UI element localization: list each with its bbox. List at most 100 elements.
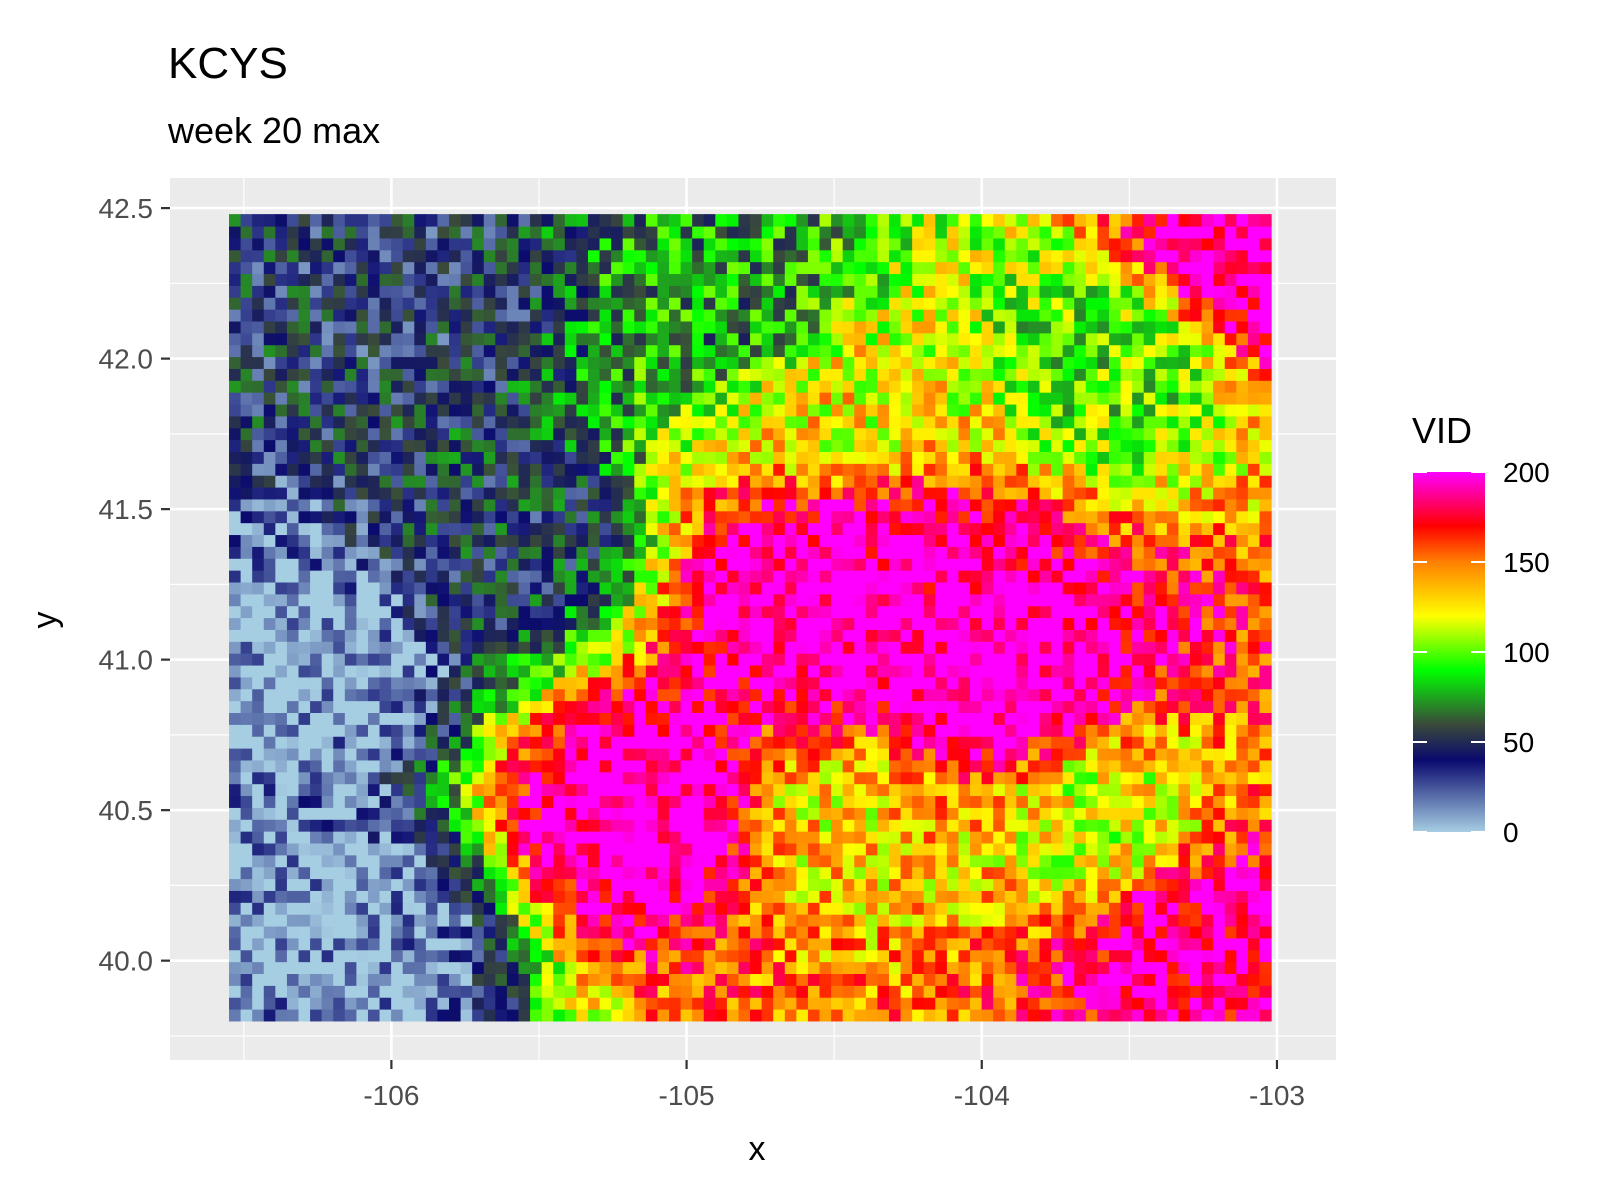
heatmap-cell [657,368,670,381]
heatmap-cell [379,629,392,642]
heatmap-cell [750,795,763,808]
heatmap-cell [367,498,381,512]
heatmap-cell [495,890,508,903]
heatmap-cell [669,522,682,536]
heatmap-cell [263,664,276,678]
heatmap-cell [252,546,265,559]
heatmap-cell [935,427,948,441]
heatmap-cell [819,759,832,773]
heatmap-cell [1224,997,1237,1010]
heatmap-cell [333,961,346,975]
heatmap-cell [356,356,369,369]
heatmap-cell [495,700,508,714]
heatmap-cell [715,925,728,939]
heatmap-cell [425,641,439,654]
heatmap-cell [379,1009,392,1022]
heatmap-cell [1085,570,1098,583]
heatmap-cell [402,463,415,476]
heatmap-cell [819,368,832,381]
heatmap-cell [483,570,496,583]
heatmap-cell [1120,380,1133,393]
heatmap-cell [993,854,1006,868]
heatmap-cell [506,546,520,559]
heatmap-cell [865,712,879,725]
heatmap-cell [229,914,242,927]
heatmap-cell [263,570,276,583]
heatmap-cell [1074,807,1087,820]
heatmap-cell [483,463,496,476]
heatmap-cell [449,617,462,630]
heatmap-cell [541,819,554,832]
heatmap-cell [1201,546,1214,559]
heatmap-cell [530,380,543,393]
heatmap-cell [437,961,450,975]
heatmap-cell [622,985,635,998]
heatmap-cell [715,581,728,595]
heatmap-cell [425,890,439,903]
heatmap-cell [692,759,705,773]
heatmap-cell [738,581,751,595]
heatmap-cell [715,759,728,773]
heatmap-cell [1016,581,1029,595]
heatmap-cell [240,925,253,939]
heatmap-cell [993,546,1006,559]
heatmap-cell [263,510,276,524]
heatmap-cell [738,925,751,939]
heatmap-cell [321,747,334,761]
heatmap-cell [344,819,357,832]
heatmap-cell [981,700,994,714]
heatmap-cell [784,700,797,714]
heatmap-cell [1016,486,1029,500]
heatmap-cell [391,546,404,559]
heatmap-cell [761,985,774,998]
heatmap-cell [773,439,786,453]
heatmap-cell [367,831,381,844]
heatmap-cell [1062,641,1075,654]
heatmap-cell [356,380,369,393]
heatmap-cell [784,427,797,441]
heatmap-cell [506,783,520,797]
heatmap-cell [1259,771,1272,785]
heatmap-cell [298,878,311,891]
heatmap-cell [321,403,334,417]
heatmap-cell [657,914,670,927]
heatmap-cell [344,712,357,725]
heatmap-cell [1178,712,1191,725]
heatmap-cell [506,641,520,654]
heatmap-cell [912,949,925,963]
heatmap-cell [1166,724,1180,737]
heatmap-cell [1155,842,1168,856]
heatmap-cell [379,819,392,832]
heatmap-cell [981,676,994,690]
heatmap-cell [472,427,485,441]
heatmap-cell [750,937,763,951]
heatmap-cell [831,415,844,429]
heatmap-cell [541,842,554,856]
heatmap-cell [425,842,439,856]
heatmap-cell [842,676,855,690]
heatmap-cell [240,736,253,749]
heatmap-cell [333,617,346,630]
heatmap-cell [310,664,323,678]
heatmap-cell [425,451,439,464]
heatmap-cell [807,795,821,808]
heatmap-cell [634,475,647,488]
heatmap-cell [865,925,879,939]
heatmap-cell [761,439,774,453]
heatmap-cell [1213,463,1226,476]
heatmap-cell [599,510,612,524]
heatmap-cell [564,902,577,915]
heatmap-cell [1224,783,1237,797]
heatmap-cell [634,380,647,393]
heatmap-cell [888,736,902,749]
heatmap-cell [761,878,774,891]
heatmap-cell [483,593,496,607]
heatmap-cell [1074,593,1087,607]
heatmap-cell [553,925,566,939]
heatmap-cell [252,629,265,642]
heatmap-cell [1085,712,1098,725]
heatmap-cell [784,831,797,844]
heatmap-cell [877,380,890,393]
heatmap-cell [692,831,705,844]
heatmap-cell [622,914,635,927]
